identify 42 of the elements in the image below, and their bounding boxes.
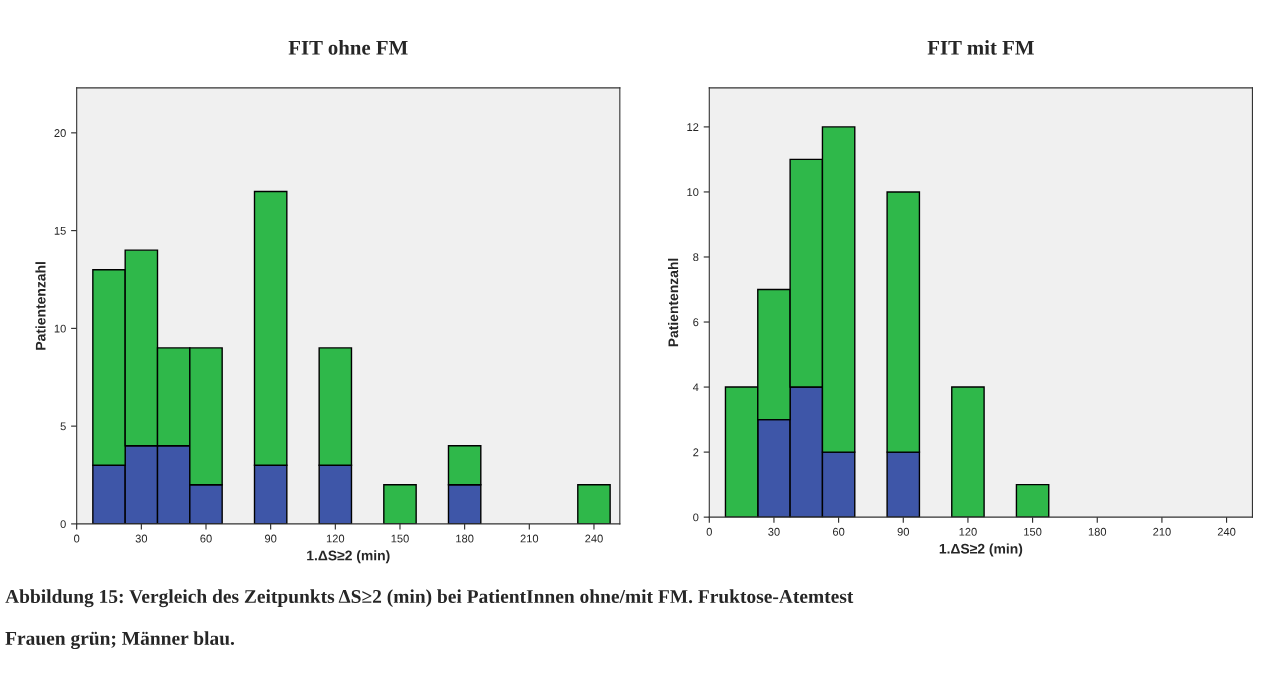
- y-tick-label: 6: [693, 318, 699, 327]
- x-tick-label: 150: [391, 534, 409, 543]
- bar: [951, 386, 985, 518]
- x-tick-label: 180: [1088, 527, 1107, 536]
- x-tick-label: 180: [456, 534, 474, 543]
- x-tick-label: 150: [1024, 527, 1042, 536]
- x-tick-label: 0: [74, 534, 80, 543]
- y-tick-label: 15: [54, 226, 66, 235]
- y-tick-label: 5: [60, 422, 66, 431]
- x-tick-label: 90: [897, 527, 910, 536]
- bar: [383, 484, 417, 524]
- chart-title: FIT mit FM: [927, 40, 1034, 55]
- x-tick-label: 210: [1153, 527, 1171, 536]
- x-tick-label: 90: [265, 534, 277, 543]
- x-tick-label: 60: [833, 527, 845, 536]
- x-axis-title: 1.ΔS≥2 (min): [939, 543, 1023, 557]
- x-tick-label: 60: [200, 534, 212, 543]
- x-tick-label: 0: [706, 527, 712, 536]
- y-tick-label: 2: [693, 448, 699, 457]
- x-tick-label: 30: [135, 534, 148, 543]
- y-tick-label: 20: [54, 129, 66, 137]
- y-tick-label: 8: [693, 253, 699, 262]
- x-tick-label: 120: [959, 527, 977, 536]
- x-tick-label: 210: [520, 534, 539, 543]
- y-tick-label: 0: [693, 513, 699, 522]
- bar: [1015, 483, 1050, 518]
- x-axis-title: 1.ΔS≥2 (min): [307, 550, 390, 564]
- y-axis-title: Patientenzahl: [35, 262, 46, 350]
- y-tick-label: 0: [60, 520, 66, 529]
- y-tick-label: 10: [687, 188, 699, 197]
- bar: [577, 484, 611, 524]
- x-tick-label: 30: [768, 527, 780, 536]
- text: Frauen grün; Männer blau.: [5, 631, 235, 650]
- x-tick-label: 240: [1217, 527, 1236, 536]
- text: Abbildung 15: Vergleich des Zeitpunkts ΔS≥2 (min) bei PatientInnen ohne/mit FM. Fruktose-Atemtest: [5, 589, 854, 608]
- y-tick-label: 4: [692, 383, 699, 392]
- y-axis-title: Patientenzahl: [668, 258, 679, 347]
- x-tick-label: 120: [326, 534, 345, 543]
- chart-title: FIT ohne FM: [288, 40, 408, 55]
- y-tick-label: 10: [54, 324, 66, 333]
- y-tick-label: 12: [687, 123, 699, 131]
- x-tick-label: 240: [585, 534, 603, 543]
